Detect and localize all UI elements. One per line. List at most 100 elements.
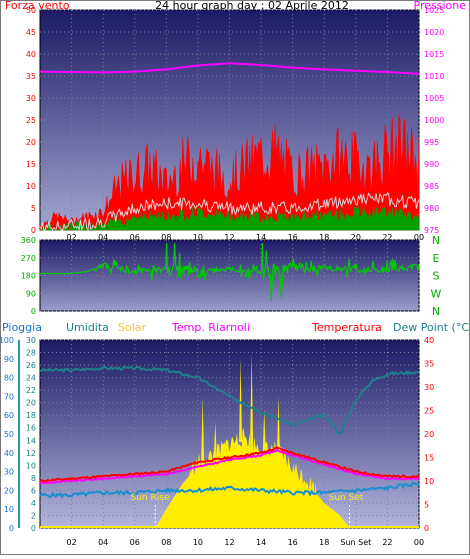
wind-tick-label: 10 [26, 182, 36, 191]
x-tick-label: 18 [319, 538, 329, 547]
humidity-tick-label: 20 [26, 399, 36, 408]
temperature-tick-label: 20 [424, 430, 434, 439]
solar-legend: Solar [118, 321, 147, 334]
pressure-tick-label: 985 [424, 182, 439, 191]
wind-green-series [39, 206, 420, 231]
x-tick-label: 16 [288, 233, 298, 242]
humidity-tick-label: 6 [31, 486, 36, 495]
rain-tick-label: 90 [4, 355, 14, 364]
pressure-axis-label: Pressione [414, 0, 467, 12]
temperature-tick-label: 25 [424, 407, 434, 416]
rain-tick-label: 100 [0, 336, 14, 345]
rain-tick-label: 20 [4, 486, 14, 495]
solar-peak [213, 421, 217, 458]
x-tick-label: 00 [414, 538, 424, 547]
rain-tick-label: 50 [4, 430, 14, 439]
pressure-tick-label: 980 [424, 204, 439, 213]
sun-set-label: Sun Set [329, 493, 364, 503]
rain-tick-label: 30 [4, 468, 14, 477]
humidity-tick-label: 2 [31, 511, 36, 520]
humidity-tick-label: 14 [26, 436, 36, 445]
dewpoint-series [39, 481, 420, 499]
humidity-tick-label: 26 [26, 361, 36, 370]
temperature-series [39, 446, 420, 483]
compass-label: W [431, 287, 442, 300]
x-tick-label: 04 [98, 233, 108, 242]
sun-rise-label: Sun Rise [131, 493, 170, 503]
temperature-tick-label: 35 [424, 360, 434, 369]
humidity-tick-label: 0 [31, 524, 36, 533]
humidity-series [39, 365, 420, 435]
solar-peak [239, 358, 243, 443]
x-tick-label: 08 [161, 538, 171, 547]
pressure-tick-label: 975 [424, 226, 439, 235]
x-tick-label: 18 [319, 233, 329, 242]
humidity-tick-label: 28 [26, 349, 36, 358]
wind-tick-label: 45 [26, 28, 36, 37]
direction-panel-background [39, 239, 420, 312]
x-tick-label: Sun Set [340, 538, 371, 547]
x-tick-label: 02 [66, 233, 76, 242]
pressure-tick-label: 995 [424, 138, 439, 147]
temperature-tick-label: 0 [424, 524, 429, 533]
direction-tick-label: 360 [21, 236, 36, 245]
pressure-tick-label: 990 [424, 160, 439, 169]
temperature-legend: Temperatura [311, 321, 382, 334]
wind-tick-label: 30 [26, 94, 36, 103]
temperature-tick-label: 10 [424, 477, 434, 486]
x-tick-label: 20 [351, 233, 361, 242]
rain-tick-label: 0 [9, 524, 14, 533]
direction-tick-label: 180 [21, 272, 36, 281]
rain-tick-label: 60 [4, 411, 14, 420]
x-tick-label: 00 [414, 233, 424, 242]
solar-peak [201, 396, 205, 464]
wind-tick-label: 5 [31, 204, 36, 213]
compass-label: N [432, 305, 440, 318]
x-tick-label: 06 [130, 233, 140, 242]
wind-average-series [39, 191, 420, 231]
x-tick-label: 22 [382, 538, 392, 547]
humidity-tick-label: 4 [31, 499, 36, 508]
wind-tick-label: 50 [26, 6, 36, 15]
temperature-tick-label: 15 [424, 454, 434, 463]
solar-series [155, 428, 350, 528]
x-tick-label: 12 [224, 233, 234, 242]
pressure-tick-label: 1000 [424, 116, 444, 125]
humidity-tick-label: 8 [31, 474, 36, 483]
compass-label: E [433, 252, 440, 265]
temperature-tick-label: 40 [424, 336, 434, 345]
direction-tick-label: 270 [21, 254, 36, 263]
compass-label: S [433, 270, 440, 283]
pressure-tick-label: 1020 [424, 28, 444, 37]
dewpoint-legend: Dew Point (°C) [393, 321, 470, 334]
chill-series [39, 448, 420, 485]
wind-axis-label: Forza vento [5, 0, 70, 12]
direction-tick-label: 90 [26, 289, 36, 298]
solar-peak [250, 352, 254, 446]
humidity-tick-label: 10 [26, 461, 36, 470]
graph-title: 24 hour graph day : 02 Aprile 2012 [155, 0, 349, 12]
wind-tick-label: 15 [26, 160, 36, 169]
x-tick-label: 12 [224, 538, 234, 547]
rain-axis-label: Pioggia [2, 321, 42, 334]
solar-peak [262, 408, 266, 453]
humidity-tick-label: 12 [26, 449, 36, 458]
pressure-tick-label: 1015 [424, 50, 444, 59]
humidity-tick-label: 22 [26, 386, 36, 395]
wind-tick-label: 20 [26, 138, 36, 147]
wind-tick-label: 0 [31, 226, 36, 235]
direction-tick-label: 0 [31, 307, 36, 316]
x-tick-label: 06 [130, 538, 140, 547]
x-tick-label: 08 [161, 233, 171, 242]
x-tick-label: 10 [193, 233, 203, 242]
x-tick-label: 02 [66, 538, 76, 547]
x-tick-label: 10 [193, 538, 203, 547]
solar-peak [276, 396, 280, 455]
humidity-tick-label: 16 [26, 424, 36, 433]
x-tick-label: 22 [382, 233, 392, 242]
rain-tick-label: 70 [4, 392, 14, 401]
rain-tick-label: 80 [4, 374, 14, 383]
pressure-tick-label: 1010 [424, 72, 444, 81]
x-tick-label: 16 [288, 538, 298, 547]
